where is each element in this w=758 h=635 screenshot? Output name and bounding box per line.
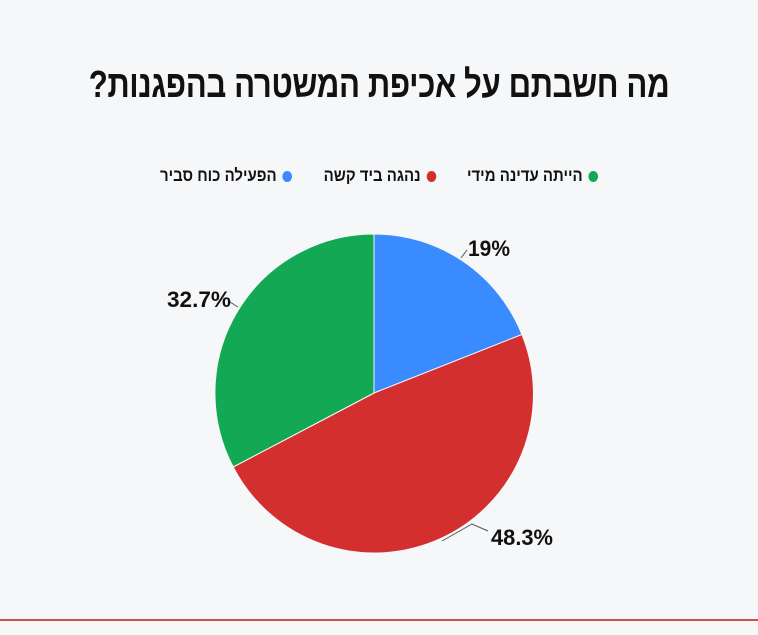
value-label-red: 48.3% [491, 525, 553, 550]
legend-dot-green-icon [588, 170, 599, 182]
chart-legend: הייתה עדינה מידי נהגה ביד קשה הפעילה כוח… [0, 166, 758, 186]
chart-title: מה חשבתם על אכיפת המשטרה בהפגנות? [88, 64, 670, 106]
leader-line-green [229, 301, 239, 308]
legend-dot-blue-icon [282, 170, 293, 182]
legend-label: נהגה ביד קשה [323, 166, 421, 185]
value-label-green: 32.7% [167, 287, 231, 312]
legend-dot-red-icon [426, 170, 436, 182]
legend-label: הפעילה כוח סביר [160, 166, 277, 185]
pie-slice-heavy-handed[interactable] [232, 333, 534, 554]
pie-slice-reasonable-force[interactable] [373, 233, 523, 394]
leader-line-blue [460, 249, 468, 259]
leader-line-red [441, 523, 489, 542]
pie-slice-too-gentle[interactable] [214, 233, 375, 468]
legend-label: הייתה עדינה מידי [466, 166, 583, 185]
legend-item-reasonable-force[interactable]: הפעילה כוח סביר [160, 166, 293, 186]
bottom-divider [0, 619, 758, 621]
legend-item-heavy-handed[interactable]: נהגה ביד קשה [323, 166, 436, 186]
legend-item-too-gentle[interactable]: הייתה עדינה מידי [466, 166, 599, 186]
value-label-blue: 19% [468, 236, 510, 261]
